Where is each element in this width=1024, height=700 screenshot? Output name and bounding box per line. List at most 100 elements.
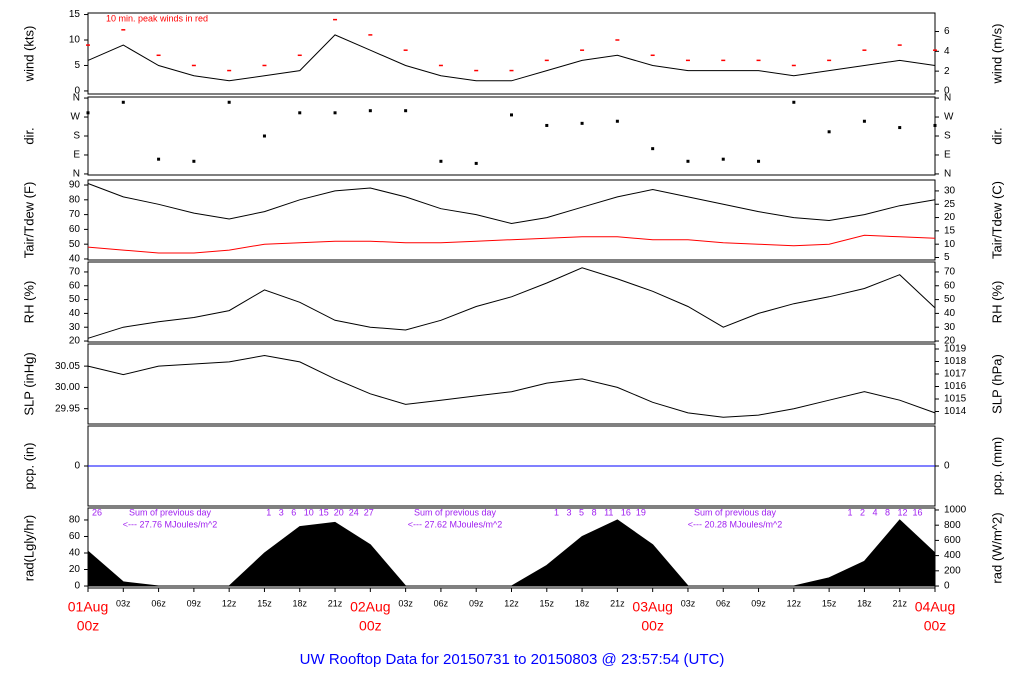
y2-tick-label: W: [944, 112, 954, 123]
x-day-sublabel: 00z: [641, 618, 664, 634]
y2-tick-label: 1000: [944, 505, 967, 516]
x-tick-label: 09z: [187, 598, 202, 608]
dir-point: [721, 157, 725, 161]
y-tick-label: 15: [69, 9, 81, 20]
y2-tick-label: 70: [944, 267, 956, 278]
annotation: 10 min. peak winds in red: [106, 13, 208, 23]
y-tick-label: 60: [69, 531, 81, 542]
y-tick-label: W: [71, 112, 81, 123]
y-tick-label: 0: [74, 581, 80, 592]
x-tick-label: 03z: [681, 598, 696, 608]
y2-tick-label: 200: [944, 565, 961, 576]
y2-tick-label: 2: [944, 66, 950, 77]
x-day-label: 01Aug: [68, 599, 108, 615]
dir-point: [757, 159, 761, 163]
dir-point: [862, 119, 866, 123]
dir-point: [827, 130, 831, 134]
y2-tick-label: 5: [944, 252, 950, 263]
y-tick-label: 30.05: [55, 361, 80, 372]
y-tick-label: N: [73, 93, 80, 104]
x-tick-label: 09z: [751, 598, 766, 608]
y2-tick-label: N: [944, 93, 951, 104]
dir-point: [121, 100, 125, 104]
y2-axis-label: RH (%): [989, 281, 1004, 324]
y-tick-label: 30: [69, 322, 81, 333]
y2-tick-label: 1017: [944, 369, 967, 380]
y2-tick-label: 1014: [944, 406, 967, 417]
y2-tick-label: N: [944, 169, 951, 180]
x-day-label: 02Aug: [350, 599, 390, 615]
x-day-sublabel: 00z: [359, 618, 382, 634]
x-tick-label: 18z: [292, 598, 307, 608]
x-tick-label: 15z: [257, 598, 272, 608]
dir-point: [510, 113, 513, 117]
y-axis-label: Tair/Tdew (F): [21, 182, 36, 259]
series-line: [87, 234, 936, 254]
panel-frame: [87, 261, 936, 343]
y2-tick-label: 60: [944, 280, 956, 291]
y2-tick-label: 50: [944, 294, 956, 305]
x-tick-label: 09z: [469, 598, 484, 608]
dir-point: [192, 159, 196, 163]
dir-point: [368, 109, 372, 113]
dir-point: [545, 123, 549, 127]
x-tick-label: 03z: [398, 598, 413, 608]
y-tick-label: 40: [69, 254, 81, 265]
panel-frame: [87, 179, 936, 261]
y-tick-label: 0: [74, 461, 80, 472]
y2-tick-label: 1019: [944, 344, 967, 355]
y-axis-label: wind (kts): [21, 26, 36, 83]
x-tick-label: 18z: [575, 598, 590, 608]
panel-frame: [87, 96, 936, 176]
y2-axis-label: SLP (hPa): [989, 354, 1004, 414]
y2-axis-label: pcp. (mm): [989, 437, 1004, 496]
dir-point: [86, 111, 90, 115]
x-tick-label: 15z: [540, 598, 555, 608]
x-tick-label: 21z: [610, 598, 625, 608]
y-axis-label: SLP (inHg): [21, 352, 36, 415]
x-tick-label: 12z: [787, 598, 802, 608]
x-tick-label: 06z: [434, 598, 449, 608]
y2-tick-label: E: [944, 150, 951, 161]
y-tick-label: 50: [69, 239, 81, 250]
y2-tick-label: 15: [944, 226, 956, 237]
y2-axis-label: dir.: [989, 127, 1004, 144]
dir-point: [227, 100, 231, 104]
dir-point: [262, 134, 266, 138]
series-area: [87, 519, 936, 587]
y-tick-label: N: [73, 169, 80, 180]
y2-tick-label: 0: [944, 581, 950, 592]
x-tick-label: 21z: [328, 598, 343, 608]
x-day-sublabel: 00z: [77, 618, 100, 634]
dir-point: [333, 111, 337, 115]
rad-annotation: 1 3 6 10 15 20 24 27: [266, 507, 374, 517]
x-tick-label: 03z: [116, 598, 131, 608]
dir-point: [615, 119, 619, 123]
y-tick-label: 40: [69, 308, 81, 319]
y2-tick-label: 1016: [944, 381, 967, 392]
dir-point: [580, 121, 584, 125]
y2-tick-label: 40: [944, 308, 956, 319]
y2-tick-label: 20: [944, 336, 956, 347]
y-axis-label: RH (%): [21, 281, 36, 324]
y-tick-label: 70: [69, 267, 81, 278]
rad-annotation: Sum of previous day: [694, 507, 777, 517]
y-tick-label: 5: [74, 60, 80, 71]
y2-axis-label: wind (m/s): [989, 24, 1004, 85]
y-axis-label: pcp. (in): [21, 443, 36, 490]
y2-tick-label: 0: [944, 461, 950, 472]
rad-annotation: 26: [92, 507, 102, 517]
dir-point: [651, 147, 655, 151]
y2-tick-label: 600: [944, 535, 961, 546]
x-tick-label: 12z: [504, 598, 519, 608]
rad-annotation: Sum of previous day: [414, 507, 497, 517]
rad-annotation: <--- 27.62 MJoules/m^2: [408, 519, 503, 529]
dir-point: [439, 159, 443, 163]
y2-axis-label: Tair/Tdew (C): [989, 181, 1004, 259]
y2-tick-label: S: [944, 131, 951, 142]
x-tick-label: 12z: [222, 598, 237, 608]
series-line: [87, 354, 936, 418]
rad-annotation: 1 3 5 8 11 16 19: [554, 507, 646, 517]
y-tick-label: S: [73, 131, 80, 142]
y2-tick-label: 800: [944, 520, 961, 531]
